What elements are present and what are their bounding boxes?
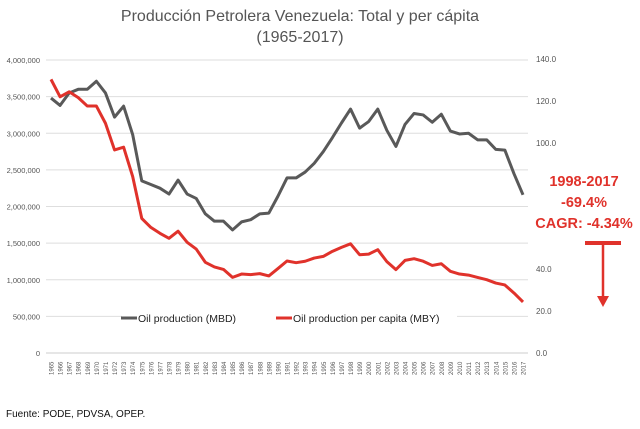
annotation-period: 1998-2017 <box>549 174 619 190</box>
x-tick-label: 1975 <box>140 361 146 375</box>
y-left-tick-label: 3,000,000 <box>7 129 40 138</box>
x-tick-label: 1974 <box>131 361 137 375</box>
chart-title: Producción Petrolera Venezuela: Total y … <box>120 8 480 25</box>
arrow-head-icon <box>597 296 609 307</box>
x-tick-label: 2002 <box>385 361 391 375</box>
x-tick-label: 1988 <box>258 361 264 375</box>
x-tick-label: 2015 <box>503 361 509 375</box>
x-tick-label: 1983 <box>213 361 219 375</box>
x-tick-label: 2000 <box>367 361 373 375</box>
x-tick-label: 1967 <box>68 361 74 375</box>
x-tick-label: 2001 <box>376 361 382 375</box>
x-tick-label: 1977 <box>158 361 164 375</box>
x-tick-label: 1991 <box>286 361 292 375</box>
x-tick-label: 2016 <box>512 361 518 375</box>
x-tick-label: 1965 <box>50 361 56 375</box>
x-tick-label: 1984 <box>222 361 228 375</box>
x-tick-label: 1992 <box>295 361 301 375</box>
x-tick-label: 2017 <box>522 361 528 375</box>
y-left-tick-label: 500,000 <box>13 312 40 321</box>
x-tick-label: 2013 <box>485 361 491 375</box>
y-left-tick-label: 3,500,000 <box>7 93 40 102</box>
annotation-change: -69.4% <box>561 195 607 211</box>
x-tick-label: 2004 <box>404 361 410 375</box>
y-left-tick-label: 2,000,000 <box>7 203 40 212</box>
x-tick-label: 1993 <box>304 361 310 375</box>
x-tick-label: 2007 <box>431 361 437 375</box>
x-tick-label: 1971 <box>104 361 110 375</box>
y-right-tick-label: 100.0 <box>536 139 557 148</box>
legend-bg <box>122 314 302 324</box>
y-right-tick-label: 20.0 <box>536 307 552 316</box>
x-tick-label: 2010 <box>458 361 464 375</box>
x-tick-label: 1994 <box>313 361 319 375</box>
chart-subtitle: (1965-2017) <box>256 29 344 46</box>
x-tick-label: 1972 <box>113 361 119 375</box>
y-left-tick-label: 0 <box>36 349 40 358</box>
x-tick-label: 1996 <box>331 361 337 375</box>
x-tick-label: 1990 <box>276 361 282 375</box>
x-tick-label: 1968 <box>77 361 83 375</box>
source-note: Fuente: PODE, PDVSA, OPEP. <box>6 409 146 420</box>
series-line-total <box>50 79 525 232</box>
x-tick-label: 1970 <box>95 361 101 375</box>
x-tick-label: 2014 <box>494 361 500 375</box>
x-tick-label: 1987 <box>249 361 255 375</box>
y-right-tick-label: 120.0 <box>536 97 557 106</box>
y-left-tick-label: 1,500,000 <box>7 239 40 248</box>
x-tick-label: 2012 <box>476 361 482 375</box>
y-left-tick-label: 2,500,000 <box>7 166 40 175</box>
annotation-cagr: CAGR: -4.34% <box>535 216 633 232</box>
x-tick-label: 2005 <box>413 361 419 375</box>
series-line-per-capita <box>49 78 525 304</box>
x-tick-label: 1997 <box>340 361 346 375</box>
x-tick-label: 1979 <box>177 361 183 375</box>
x-tick-label: 2003 <box>394 361 400 375</box>
legend-label: Oil production per capita (MBY) <box>293 313 439 325</box>
x-tick-label: 1989 <box>267 361 273 375</box>
legend-label: Oil production (MBD) <box>138 313 236 325</box>
y-right-tick-label: 40.0 <box>536 265 552 274</box>
x-tick-label: 1973 <box>122 361 128 375</box>
y-right-tick-label: 140.0 <box>536 55 557 64</box>
x-tick-label: 1980 <box>186 361 192 375</box>
x-tick-label: 1978 <box>168 361 174 375</box>
x-tick-label: 1976 <box>149 361 155 375</box>
x-tick-label: 1985 <box>231 361 237 375</box>
x-tick-label: 2009 <box>449 361 455 375</box>
y-left-tick-label: 4,000,000 <box>7 56 40 65</box>
x-tick-label: 1998 <box>349 361 355 375</box>
x-tick-label: 1999 <box>358 361 364 375</box>
y-left-tick-label: 1,000,000 <box>7 276 40 285</box>
legend-bg <box>282 314 457 324</box>
x-tick-label: 1969 <box>86 361 92 375</box>
x-tick-label: 1995 <box>322 361 328 375</box>
y-right-tick-label: 0.0 <box>536 349 548 358</box>
x-tick-label: 1981 <box>195 361 201 375</box>
x-tick-label: 1966 <box>59 361 65 375</box>
x-tick-label: 2011 <box>467 361 473 375</box>
x-tick-label: 2008 <box>440 361 446 375</box>
x-tick-label: 1986 <box>240 361 246 375</box>
x-tick-label: 1982 <box>204 361 210 375</box>
x-tick-label: 2006 <box>422 361 428 375</box>
